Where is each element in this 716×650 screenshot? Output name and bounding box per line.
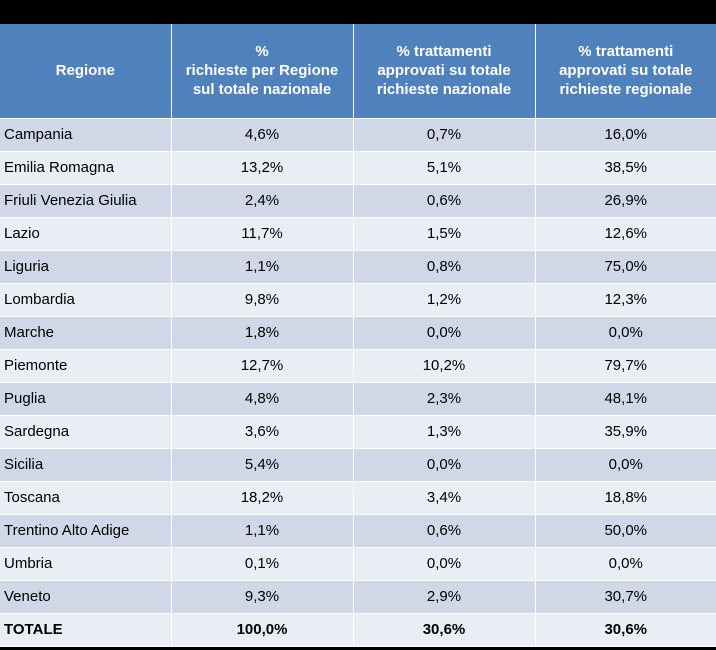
table-row: Veneto 9,3% 2,9% 30,7% [0, 580, 716, 614]
cell-richieste-nazionale: 9,8% [171, 283, 354, 317]
cell-approvati-regionale: 35,9% [535, 415, 716, 449]
cell-regione: Trentino Alto Adige [0, 514, 172, 548]
header-line: approvati su totale [559, 62, 693, 80]
cell-richieste-nazionale: 11,7% [171, 217, 354, 251]
cell-richieste-nazionale: 13,2% [171, 151, 354, 185]
header-regione: Regione [0, 24, 172, 119]
header-line: approvati su totale [377, 62, 511, 80]
header-approvati-nazionale: % trattamenti approvati su totale richie… [353, 24, 536, 119]
table-row: Umbria 0,1% 0,0% 0,0% [0, 547, 716, 581]
cell-approvati-nazionale: 0,6% [353, 514, 536, 548]
header-line: % [255, 43, 269, 61]
cell-richieste-nazionale: 0,1% [171, 547, 354, 581]
cell-approvati-regionale: 75,0% [535, 250, 716, 284]
cell-richieste-nazionale: 4,6% [171, 118, 354, 152]
table-row: Puglia 4,8% 2,3% 48,1% [0, 382, 716, 416]
table-row: Emilia Romagna 13,2% 5,1% 38,5% [0, 151, 716, 185]
header-line: Regione [55, 62, 115, 80]
total-row: TOTALE 100,0% 30,6% 30,6% [0, 613, 716, 647]
table-row: Campania 4,6% 0,7% 16,0% [0, 118, 716, 152]
cell-regione: Puglia [0, 382, 172, 416]
cell-richieste-nazionale: 1,1% [171, 250, 354, 284]
cell-approvati-regionale: 0,0% [535, 547, 716, 581]
table-row: Toscana 18,2% 3,4% 18,8% [0, 481, 716, 515]
cell-totale-richieste-nazionale: 100,0% [171, 613, 354, 647]
cell-approvati-nazionale: 1,3% [353, 415, 536, 449]
cell-regione: Umbria [0, 547, 172, 581]
cell-richieste-nazionale: 5,4% [171, 448, 354, 482]
cell-regione: Campania [0, 118, 172, 152]
data-table: Regione % richieste per Regione sul tota… [0, 24, 716, 647]
table-row: Piemonte 12,7% 10,2% 79,7% [0, 349, 716, 383]
cell-regione: Liguria [0, 250, 172, 284]
header-approvati-regionale: % trattamenti approvati su totale richie… [535, 24, 716, 119]
cell-richieste-nazionale: 9,3% [171, 580, 354, 614]
cell-approvati-nazionale: 0,0% [353, 547, 536, 581]
cell-regione: Sardegna [0, 415, 172, 449]
cell-approvati-regionale: 26,9% [535, 184, 716, 218]
cell-approvati-nazionale: 0,7% [353, 118, 536, 152]
cell-regione: Lazio [0, 217, 172, 251]
cell-approvati-regionale: 0,0% [535, 316, 716, 350]
title-bar [0, 0, 716, 24]
cell-approvati-nazionale: 2,3% [353, 382, 536, 416]
cell-richieste-nazionale: 1,1% [171, 514, 354, 548]
header-line: % trattamenti [396, 43, 492, 61]
table-row: Liguria 1,1% 0,8% 75,0% [0, 250, 716, 284]
cell-approvati-nazionale: 3,4% [353, 481, 536, 515]
cell-approvati-regionale: 38,5% [535, 151, 716, 185]
cell-approvati-nazionale: 10,2% [353, 349, 536, 383]
cell-approvati-nazionale: 5,1% [353, 151, 536, 185]
cell-approvati-regionale: 12,6% [535, 217, 716, 251]
cell-regione: Piemonte [0, 349, 172, 383]
cell-approvati-regionale: 16,0% [535, 118, 716, 152]
cell-approvati-regionale: 48,1% [535, 382, 716, 416]
table-row: Sardegna 3,6% 1,3% 35,9% [0, 415, 716, 449]
cell-approvati-nazionale: 0,0% [353, 448, 536, 482]
cell-richieste-nazionale: 1,8% [171, 316, 354, 350]
cell-approvati-nazionale: 0,6% [353, 184, 536, 218]
header-line: % trattamenti [578, 43, 674, 61]
cell-approvati-regionale: 79,7% [535, 349, 716, 383]
header-line: richieste regionale [559, 81, 693, 99]
cell-approvati-nazionale: 0,8% [353, 250, 536, 284]
cell-richieste-nazionale: 4,8% [171, 382, 354, 416]
cell-approvati-regionale: 0,0% [535, 448, 716, 482]
cell-approvati-nazionale: 1,2% [353, 283, 536, 317]
table-row: Lazio 11,7% 1,5% 12,6% [0, 217, 716, 251]
cell-regione: Friuli Venezia Giulia [0, 184, 172, 218]
header-line: richieste nazionale [376, 81, 512, 99]
table-row: Lombardia 9,8% 1,2% 12,3% [0, 283, 716, 317]
header-line: richieste per Regione [185, 62, 339, 80]
table-row: Friuli Venezia Giulia 2,4% 0,6% 26,9% [0, 184, 716, 218]
cell-approvati-regionale: 30,7% [535, 580, 716, 614]
cell-totale-approvati-regionale: 30,6% [535, 613, 716, 647]
cell-approvati-regionale: 12,3% [535, 283, 716, 317]
cell-richieste-nazionale: 12,7% [171, 349, 354, 383]
cell-approvati-nazionale: 0,0% [353, 316, 536, 350]
cell-totale-approvati-nazionale: 30,6% [353, 613, 536, 647]
header-line: sul totale nazionale [192, 81, 332, 99]
cell-approvati-nazionale: 1,5% [353, 217, 536, 251]
cell-approvati-regionale: 18,8% [535, 481, 716, 515]
table-row: Sicilia 5,4% 0,0% 0,0% [0, 448, 716, 482]
cell-regione: Emilia Romagna [0, 151, 172, 185]
table-row: Marche 1,8% 0,0% 0,0% [0, 316, 716, 350]
cell-richieste-nazionale: 3,6% [171, 415, 354, 449]
cell-approvati-regionale: 50,0% [535, 514, 716, 548]
cell-regione: Marche [0, 316, 172, 350]
cell-regione: Lombardia [0, 283, 172, 317]
table-row: Trentino Alto Adige 1,1% 0,6% 50,0% [0, 514, 716, 548]
cell-regione: Veneto [0, 580, 172, 614]
header-richieste-nazionale: % richieste per Regione sul totale nazio… [171, 24, 354, 119]
cell-richieste-nazionale: 18,2% [171, 481, 354, 515]
cell-regione: Toscana [0, 481, 172, 515]
cell-regione: Sicilia [0, 448, 172, 482]
header-row: Regione % richieste per Regione sul tota… [0, 24, 716, 119]
cell-richieste-nazionale: 2,4% [171, 184, 354, 218]
cell-approvati-nazionale: 2,9% [353, 580, 536, 614]
cell-totale-label: TOTALE [0, 613, 172, 647]
